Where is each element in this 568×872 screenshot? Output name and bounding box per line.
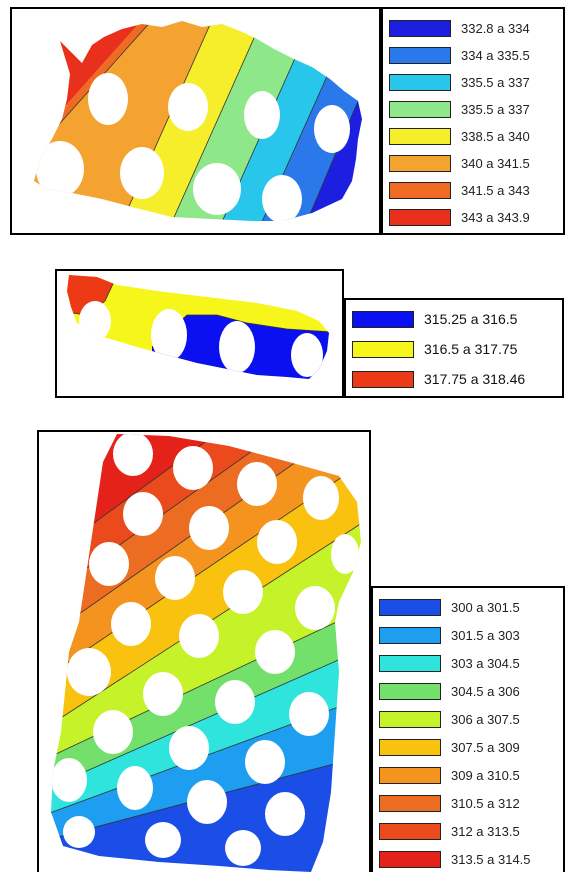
bottom-legend-label: 313.5 a 314.5 xyxy=(451,851,531,867)
top-legend-swatch xyxy=(389,46,451,64)
top-legend-swatch xyxy=(389,181,451,199)
top-legend-label: 343 a 343.9 xyxy=(461,209,530,225)
bottom-legend-row: 310.5 a 312 xyxy=(379,792,520,814)
top-legend-swatch xyxy=(389,127,451,145)
bottom-legend-swatch xyxy=(379,822,441,840)
top-legend-label: 338.5 a 340 xyxy=(461,128,530,144)
top-legend-label: 335.5 a 337 xyxy=(461,74,530,90)
bottom-legend-swatch xyxy=(379,850,441,868)
top-legend-row: 343 a 343.9 xyxy=(389,206,530,228)
bottom-legend-row: 301.5 a 303 xyxy=(379,624,520,646)
bottom-legend-label: 301.5 a 303 xyxy=(451,627,520,643)
top-legend-row: 340 a 341.5 xyxy=(389,152,530,174)
bottom-legend-swatch xyxy=(379,794,441,812)
middle-legend-label: 317.75 a 318.46 xyxy=(424,371,526,387)
bottom-legend-row: 309 a 310.5 xyxy=(379,764,520,786)
top-legend-label: 332.8 a 334 xyxy=(461,20,530,36)
top-legend-label: 334 a 335.5 xyxy=(461,47,530,63)
bottom-legend-row: 300 a 301.5 xyxy=(379,596,520,618)
top-legend-label: 340 a 341.5 xyxy=(461,155,530,171)
bottom-contour-map xyxy=(51,434,361,872)
top-map-frame xyxy=(10,7,381,235)
top-legend-swatch xyxy=(389,100,451,118)
bottom-legend-swatch xyxy=(379,682,441,700)
middle-legend-row: 315.25 a 316.5 xyxy=(352,308,517,330)
middle-map-frame xyxy=(55,269,344,398)
bottom-legend-row: 312 a 313.5 xyxy=(379,820,520,842)
bottom-legend-row: 313.5 a 314.5 xyxy=(379,848,531,870)
middle-band-red xyxy=(67,275,119,315)
bottom-map-frame xyxy=(37,430,371,872)
bottom-legend-label: 303 a 304.5 xyxy=(451,655,520,671)
middle-legend: 315.25 a 316.5 316.5 a 317.75 317.75 a 3… xyxy=(344,298,564,398)
top-legend-swatch xyxy=(389,154,451,172)
top-legend-row: 335.5 a 337 xyxy=(389,98,530,120)
bottom-legend: 300 a 301.5 301.5 a 303 303 a 304.5 304.… xyxy=(371,586,565,872)
top-legend-swatch xyxy=(389,19,451,37)
bottom-legend-row: 307.5 a 309 xyxy=(379,736,520,758)
top-legend-row: 334 a 335.5 xyxy=(389,44,530,66)
middle-legend-swatch xyxy=(352,310,414,328)
top-legend-swatch xyxy=(389,208,451,226)
middle-legend-swatch xyxy=(352,340,414,358)
top-legend-row: 341.5 a 343 xyxy=(389,179,530,201)
bottom-legend-swatch xyxy=(379,654,441,672)
bottom-legend-swatch xyxy=(379,598,441,616)
bottom-legend-label: 307.5 a 309 xyxy=(451,739,520,755)
top-legend-row: 338.5 a 340 xyxy=(389,125,530,147)
top-band-3 xyxy=(34,21,217,221)
bottom-legend-swatch xyxy=(379,626,441,644)
top-legend-row: 335.5 a 337 xyxy=(389,71,530,93)
top-legend: 332.8 a 334 334 a 335.5 335.5 a 337 335.… xyxy=(381,7,565,235)
top-legend-label: 335.5 a 337 xyxy=(461,101,530,117)
middle-contour-map xyxy=(67,275,329,379)
middle-legend-swatch xyxy=(352,370,414,388)
middle-legend-row: 317.75 a 318.46 xyxy=(352,368,525,390)
bottom-legend-label: 312 a 313.5 xyxy=(451,823,520,839)
bottom-legend-row: 303 a 304.5 xyxy=(379,652,520,674)
bottom-legend-swatch xyxy=(379,710,441,728)
bottom-legend-swatch xyxy=(379,766,441,784)
middle-legend-label: 315.25 a 316.5 xyxy=(424,311,518,327)
bottom-legend-label: 300 a 301.5 xyxy=(451,599,520,615)
bottom-legend-row: 304.5 a 306 xyxy=(379,680,520,702)
top-contour-map xyxy=(34,21,362,221)
bottom-band-amber xyxy=(51,452,361,732)
bottom-legend-label: 306 a 307.5 xyxy=(451,711,520,727)
bottom-legend-swatch xyxy=(379,738,441,756)
middle-legend-row: 316.5 a 317.75 xyxy=(352,338,517,360)
bottom-legend-label: 310.5 a 312 xyxy=(451,795,520,811)
bottom-legend-row: 306 a 307.5 xyxy=(379,708,520,730)
bottom-legend-label: 304.5 a 306 xyxy=(451,683,520,699)
top-legend-row: 332.8 a 334 xyxy=(389,17,530,39)
top-legend-swatch xyxy=(389,73,451,91)
bottom-legend-label: 309 a 310.5 xyxy=(451,767,520,783)
middle-legend-label: 316.5 a 317.75 xyxy=(424,341,518,357)
top-legend-label: 341.5 a 343 xyxy=(461,182,530,198)
